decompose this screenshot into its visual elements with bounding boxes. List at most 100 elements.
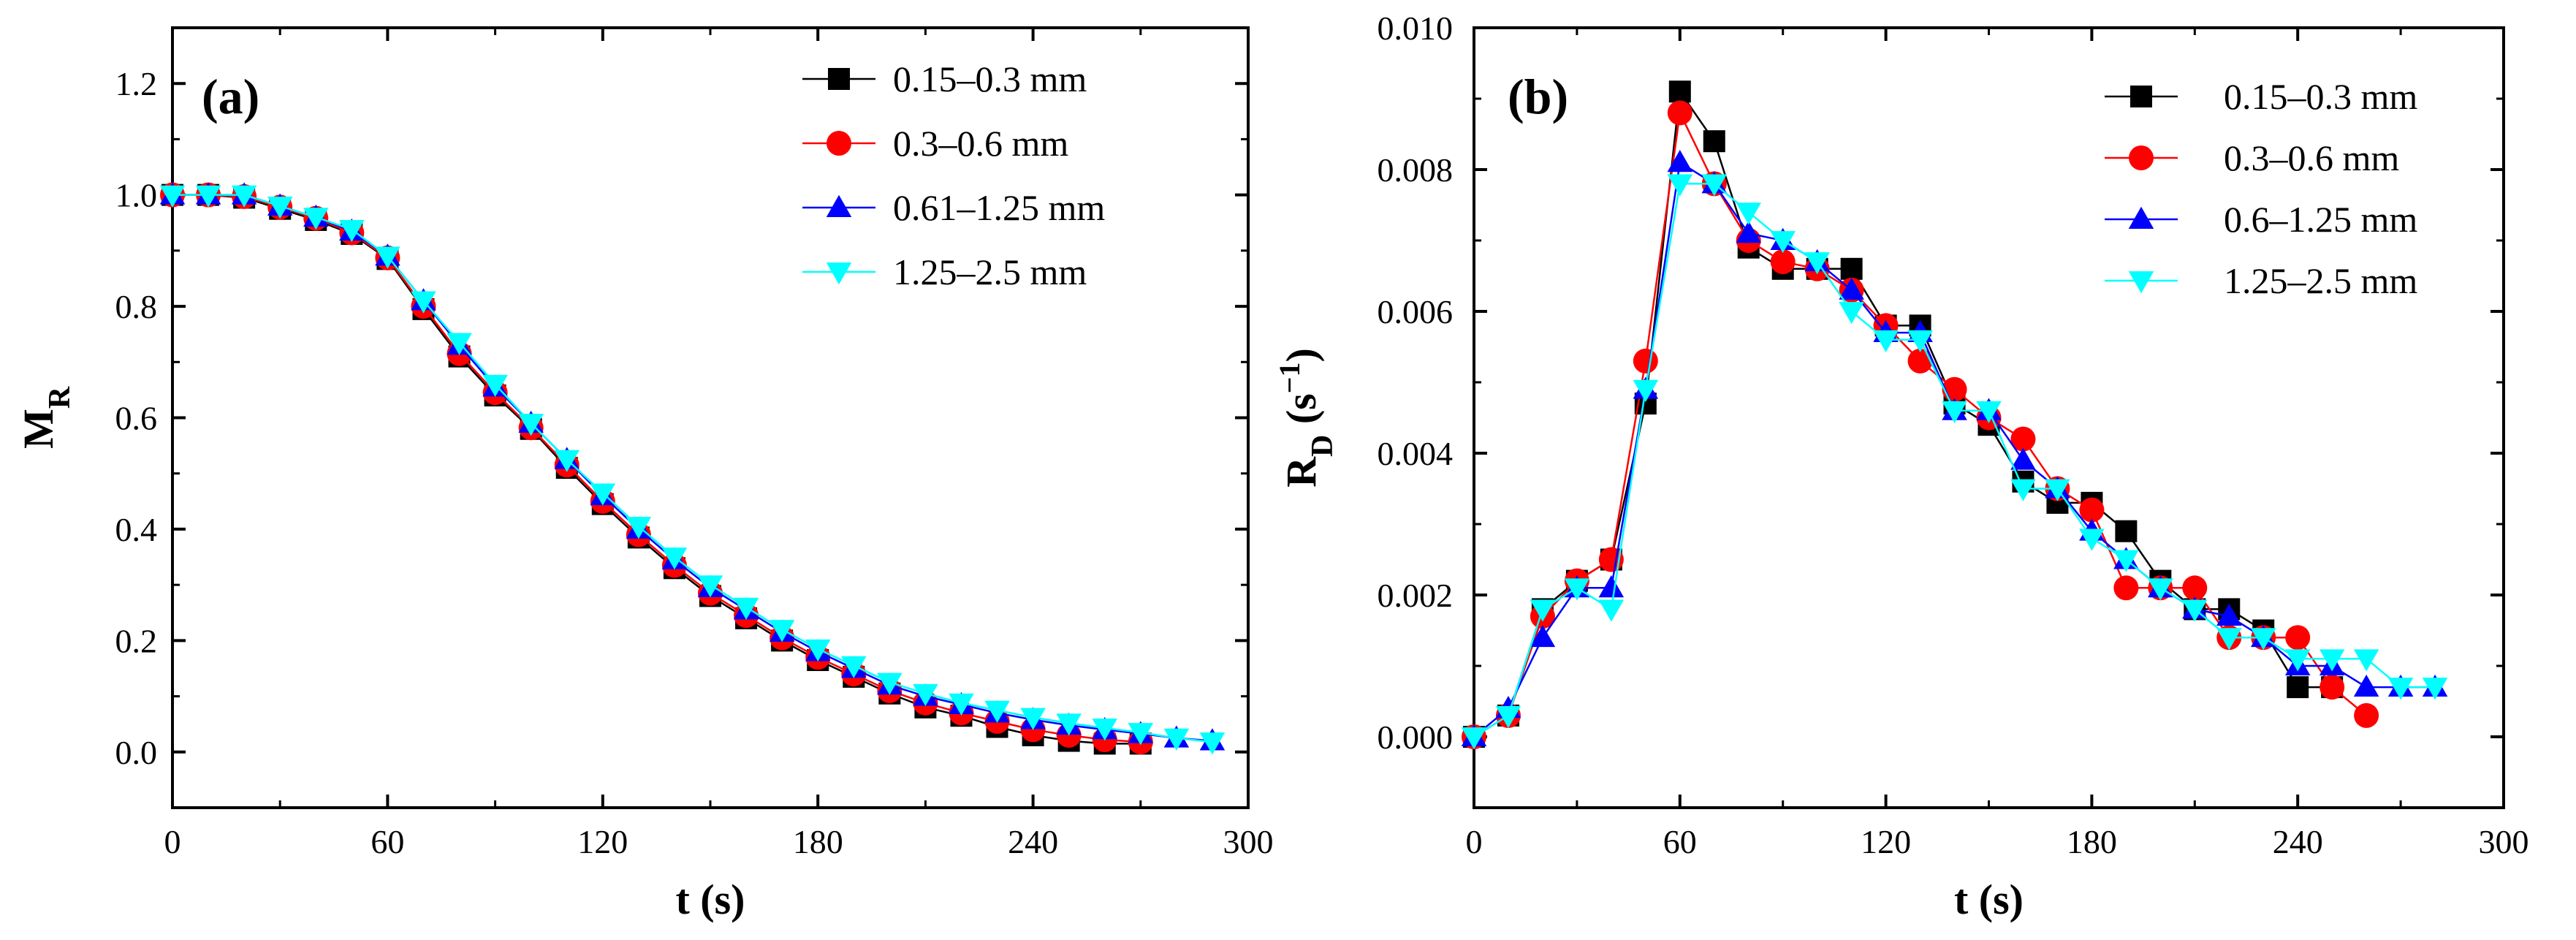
y-tick-label: 0.010 — [1378, 10, 1454, 47]
y-tick-label: 0.4 — [115, 511, 158, 548]
data-point — [2354, 702, 2379, 728]
legend-label: 0.6–1.25 mm — [2224, 199, 2417, 240]
data-point — [697, 575, 723, 598]
data-point — [841, 656, 867, 678]
data-point — [2216, 628, 2242, 651]
data-point — [1942, 401, 1967, 424]
y-tick-label: 0.004 — [1378, 435, 1454, 472]
series-4 — [159, 185, 1226, 755]
data-point — [2250, 628, 2276, 651]
data-point — [2182, 575, 2208, 601]
data-point — [2353, 674, 2379, 697]
y-tick-label: 0.002 — [1378, 577, 1454, 614]
panel-b-chart: 0 60 120 180 240 300 0.000 0.002 0.004 0.006 0.008… — [1273, 10, 2529, 923]
data-point — [1530, 624, 1556, 648]
x-tick-label: 60 — [1663, 823, 1697, 860]
legend-marker — [2129, 145, 2154, 170]
data-point — [1598, 575, 1625, 598]
data-point — [2113, 550, 2139, 572]
legend-marker — [2128, 271, 2154, 294]
data-point — [2285, 625, 2311, 651]
data-point — [159, 185, 186, 208]
y-axis-title-unit: (s — [1277, 393, 1325, 434]
data-point — [1770, 249, 1796, 275]
data-point — [1976, 401, 2002, 424]
plot-frame — [171, 26, 1250, 809]
legend-label: 0.15–0.3 mm — [2224, 76, 2417, 117]
legend-marker — [826, 262, 852, 285]
data-point — [2079, 497, 2105, 523]
data-point — [2319, 649, 2345, 672]
panel-label: (b) — [1508, 69, 1568, 124]
data-point — [2319, 675, 2345, 700]
data-point — [949, 693, 974, 716]
data-point — [2079, 528, 2105, 551]
data-point — [2422, 678, 2448, 700]
data-point — [2115, 520, 2138, 542]
data-point — [339, 219, 365, 243]
x-tick-label: 0 — [1466, 823, 1483, 860]
legend: 0.15–0.3 mm 0.3–0.6 mm 0.61–1.25 mm 1.25–2.… — [802, 58, 1105, 292]
data-point — [1199, 732, 1226, 755]
x-tick-label: 60 — [371, 823, 404, 860]
legend-marker — [2128, 206, 2154, 229]
data-point — [1804, 252, 1830, 275]
data-point — [1667, 174, 1693, 197]
legend-marker — [828, 68, 850, 90]
y-tick-label: 1.0 — [115, 177, 158, 214]
data-point — [984, 700, 1010, 723]
data-point — [1667, 150, 1693, 173]
data-point — [626, 517, 652, 539]
data-point — [1461, 727, 1487, 750]
data-point — [2287, 676, 2309, 699]
data-point — [2148, 578, 2173, 601]
data-point — [375, 246, 400, 269]
series-line — [1473, 88, 2333, 738]
legend-label: 0.3–0.6 mm — [2224, 137, 2399, 178]
data-point — [1598, 599, 1625, 622]
data-point — [447, 333, 472, 355]
y-tick-label: 0.0 — [115, 734, 158, 771]
data-point — [1703, 130, 1725, 153]
series-4 — [1461, 174, 2448, 750]
legend-label: 0.61–1.25 mm — [893, 187, 1105, 228]
series-line — [172, 194, 1141, 743]
data-point — [1770, 231, 1796, 254]
data-point — [303, 208, 329, 230]
data-point — [769, 620, 795, 643]
data-point — [2216, 603, 2242, 626]
legend-label: 0.15–0.3 mm — [893, 58, 1087, 99]
data-point — [661, 547, 688, 570]
data-point — [1736, 221, 1761, 243]
x-tick-label: 0 — [164, 823, 181, 860]
legend-marker — [827, 131, 851, 156]
x-tick-label: 300 — [2479, 823, 2529, 860]
data-point — [1736, 202, 1761, 225]
data-point — [267, 196, 293, 219]
y-tick-label: 0.8 — [115, 288, 158, 325]
y-tick-label: 0.6 — [115, 400, 158, 437]
legend-marker — [826, 194, 852, 217]
data-point — [1092, 719, 1117, 741]
data-point — [1873, 330, 1899, 353]
data-point — [590, 483, 616, 506]
data-point — [1907, 330, 1933, 353]
data-point — [877, 672, 903, 695]
data-point — [1839, 302, 1864, 325]
data-point — [1056, 713, 1082, 736]
data-point — [913, 683, 938, 707]
data-point — [482, 374, 508, 398]
data-point — [518, 414, 544, 436]
x-tick-label: 240 — [1008, 823, 1058, 860]
data-point — [231, 185, 257, 208]
y-axis-title: MR — [15, 386, 77, 449]
series-1 — [1463, 80, 2344, 748]
y-axis-title-exp: −1 — [1273, 362, 1306, 393]
series-2 — [1462, 100, 2379, 749]
data-point — [2010, 447, 2036, 470]
y-axis-title-main: M — [15, 409, 62, 449]
data-point — [2353, 649, 2379, 672]
data-point — [1667, 100, 1692, 126]
series-line — [172, 194, 1141, 745]
